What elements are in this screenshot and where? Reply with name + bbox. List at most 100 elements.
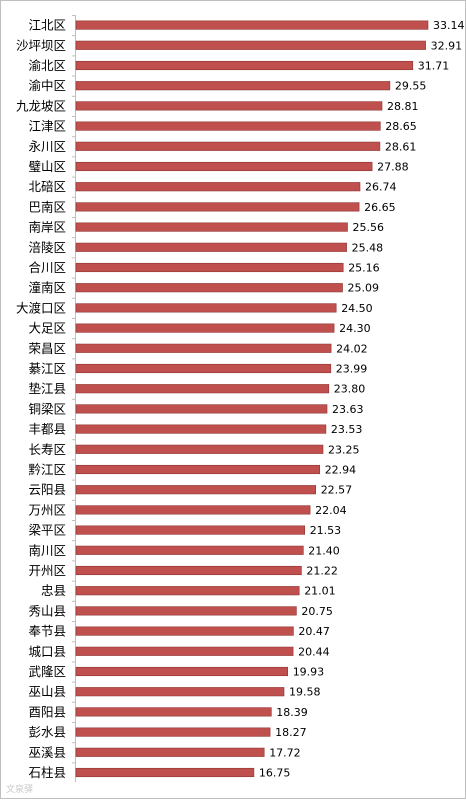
category-label: 北碚区 xyxy=(28,179,66,194)
bar xyxy=(75,565,302,576)
category-label: 铜梁区 xyxy=(28,401,66,416)
category-label: 长寿区 xyxy=(28,442,66,457)
category-label: 开州区 xyxy=(28,563,66,578)
bar xyxy=(75,343,332,353)
category-label: 梁平区 xyxy=(28,523,66,538)
category-label: 潼南区 xyxy=(28,280,66,295)
bar xyxy=(75,81,391,91)
category-label: 九龙坡区 xyxy=(16,98,66,113)
bar xyxy=(75,262,344,273)
bar xyxy=(75,182,361,192)
bar xyxy=(75,626,294,636)
category-label: 丰都县 xyxy=(28,422,66,437)
bar xyxy=(75,545,304,555)
category-label: 城口县 xyxy=(28,644,66,659)
category-label: 秀山县 xyxy=(28,603,66,618)
bar xyxy=(75,384,330,394)
value-label: 25.48 xyxy=(352,241,384,254)
category-label: 巫山县 xyxy=(28,684,66,699)
value-label: 28.61 xyxy=(385,140,417,153)
value-label: 22.04 xyxy=(315,504,347,517)
category-label: 江津区 xyxy=(28,119,66,134)
bar xyxy=(75,202,360,212)
value-label: 19.58 xyxy=(289,686,321,699)
category-label: 沙坪坝区 xyxy=(16,38,66,53)
category-label: 黔江区 xyxy=(28,462,66,477)
category-label: 涪陵区 xyxy=(28,240,66,255)
category-label: 渝中区 xyxy=(28,78,66,93)
value-label: 33.14 xyxy=(433,19,465,32)
value-label: 17.72 xyxy=(269,746,301,759)
category-label: 荣昌区 xyxy=(28,341,66,356)
value-label: 28.65 xyxy=(385,120,417,133)
bar xyxy=(75,606,297,616)
category-label: 綦江区 xyxy=(28,361,66,376)
bar xyxy=(75,646,294,656)
value-label: 22.94 xyxy=(325,464,357,477)
value-label: 23.80 xyxy=(334,383,366,396)
bar xyxy=(75,323,335,333)
value-label: 31.71 xyxy=(418,60,450,73)
category-label: 奉节县 xyxy=(28,624,66,639)
category-label: 云阳县 xyxy=(28,482,66,497)
value-label: 23.99 xyxy=(336,363,368,376)
bar xyxy=(75,464,320,475)
category-label: 忠县 xyxy=(41,583,66,598)
bar xyxy=(75,505,311,515)
category-label: 彭水县 xyxy=(28,725,66,740)
bar xyxy=(75,242,347,252)
bar xyxy=(75,485,316,495)
value-label: 29.55 xyxy=(395,80,427,93)
category-label: 石柱县 xyxy=(28,765,66,780)
category-label: 南川区 xyxy=(28,543,66,558)
value-label: 21.40 xyxy=(308,544,340,557)
value-label: 24.50 xyxy=(341,302,373,315)
bar xyxy=(75,141,381,151)
category-label: 大渡口区 xyxy=(16,300,66,315)
value-label: 22.57 xyxy=(321,484,353,497)
category-label: 垫江县 xyxy=(28,381,66,396)
bar xyxy=(75,161,373,172)
value-label: 18.27 xyxy=(275,726,307,739)
bar xyxy=(75,222,348,232)
category-label: 江北区 xyxy=(28,18,66,33)
value-label: 16.75 xyxy=(259,767,291,780)
bar xyxy=(75,121,381,131)
value-label: 18.39 xyxy=(276,706,308,719)
value-label: 23.53 xyxy=(331,423,363,436)
bar xyxy=(75,727,271,737)
bar xyxy=(75,666,288,677)
value-label: 24.02 xyxy=(336,342,368,355)
value-label: 25.09 xyxy=(348,282,380,295)
value-label: 28.81 xyxy=(387,100,419,113)
bar xyxy=(75,404,328,414)
value-label: 21.01 xyxy=(304,585,336,598)
category-label: 武隆区 xyxy=(28,664,66,679)
bar xyxy=(75,40,426,50)
category-label: 合川区 xyxy=(28,260,66,275)
bar xyxy=(75,283,343,293)
watermark: 文泉驿 xyxy=(6,785,34,795)
value-label: 20.47 xyxy=(298,625,330,638)
value-label: 24.30 xyxy=(339,322,371,335)
value-label: 19.93 xyxy=(293,666,325,679)
bar xyxy=(75,747,265,757)
value-label: 32.91 xyxy=(431,39,463,52)
bar xyxy=(75,60,414,71)
bar xyxy=(75,525,305,535)
category-label: 巫溪县 xyxy=(28,745,66,760)
bar xyxy=(75,424,327,434)
value-label: 25.16 xyxy=(348,262,380,275)
value-label: 20.75 xyxy=(301,605,333,618)
category-label: 南岸区 xyxy=(28,220,66,235)
category-label: 璧山区 xyxy=(28,159,66,174)
category-label: 巴南区 xyxy=(28,199,66,214)
value-label: 25.56 xyxy=(353,221,385,234)
bar xyxy=(75,444,324,454)
bar xyxy=(75,687,285,697)
value-label: 26.65 xyxy=(364,201,396,214)
value-label: 21.53 xyxy=(310,524,342,537)
value-label: 26.74 xyxy=(365,181,397,194)
